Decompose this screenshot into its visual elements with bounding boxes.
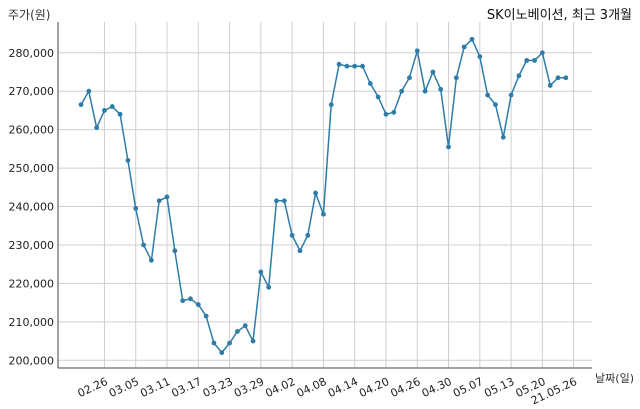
data-point bbox=[148, 257, 154, 263]
y-tick-label: 210,000 bbox=[9, 316, 55, 329]
data-point bbox=[438, 86, 444, 92]
data-point bbox=[321, 211, 326, 217]
data-point bbox=[133, 206, 139, 211]
y-tick-label: 260,000 bbox=[9, 124, 55, 137]
data-point bbox=[352, 63, 358, 69]
y-tick-label: 200,000 bbox=[9, 354, 55, 367]
data-point bbox=[211, 340, 217, 346]
data-point bbox=[172, 248, 178, 254]
data-point bbox=[383, 111, 389, 117]
data-point bbox=[430, 69, 436, 75]
y-tick-label: 240,000 bbox=[9, 201, 55, 214]
y-tick-label: 280,000 bbox=[9, 47, 55, 60]
data-point bbox=[180, 298, 186, 304]
data-point bbox=[250, 338, 256, 344]
x-tick-label: 04.14 bbox=[326, 375, 360, 400]
y-tick-label: 250,000 bbox=[9, 162, 55, 175]
y-tick-label: 230,000 bbox=[9, 239, 55, 252]
x-tick-label: 04.26 bbox=[388, 375, 422, 400]
x-tick-label: 03.17 bbox=[170, 375, 204, 400]
data-point bbox=[195, 302, 201, 307]
data-point bbox=[203, 313, 209, 319]
data-point bbox=[164, 194, 170, 200]
x-tick-label: 02.26 bbox=[76, 375, 110, 400]
data-point bbox=[422, 88, 428, 94]
data-point bbox=[313, 190, 318, 196]
data-point bbox=[344, 63, 350, 69]
data-point bbox=[156, 198, 162, 204]
x-tick-label: 04.20 bbox=[357, 375, 391, 400]
data-point bbox=[446, 144, 451, 150]
data-point bbox=[78, 102, 84, 108]
data-point bbox=[336, 61, 342, 67]
y-tick-label: 270,000 bbox=[9, 85, 55, 98]
data-point bbox=[399, 88, 405, 94]
data-point bbox=[532, 58, 537, 63]
data-point bbox=[485, 92, 491, 98]
x-tick-label: 05.13 bbox=[482, 375, 516, 400]
data-point bbox=[391, 109, 397, 115]
y-axis-title: 주가(원) bbox=[8, 8, 51, 22]
data-point bbox=[461, 44, 467, 50]
data-point bbox=[414, 48, 420, 54]
data-point bbox=[219, 350, 225, 356]
data-point bbox=[242, 323, 248, 329]
data-point bbox=[305, 232, 311, 238]
x-tick-label: 03.23 bbox=[201, 375, 235, 400]
data-point bbox=[555, 75, 561, 81]
data-point bbox=[289, 232, 295, 238]
y-tick-label: 220,000 bbox=[9, 277, 55, 290]
data-point bbox=[453, 75, 459, 81]
data-point bbox=[516, 73, 522, 79]
data-point bbox=[328, 102, 334, 108]
data-point bbox=[188, 296, 193, 302]
data-point bbox=[360, 63, 365, 69]
x-axis-title: 날짜(일) bbox=[595, 372, 634, 385]
x-tick-label: 05.07 bbox=[451, 375, 485, 400]
data-point bbox=[281, 198, 287, 204]
chart-title: SK이노베이션, 최근 3개월 bbox=[486, 8, 632, 23]
data-point bbox=[266, 284, 272, 290]
x-tick-label: 03.05 bbox=[107, 375, 141, 400]
data-point bbox=[493, 102, 498, 108]
data-point bbox=[477, 54, 483, 59]
x-tick-label: 04.30 bbox=[420, 375, 454, 400]
data-point bbox=[563, 75, 569, 81]
data-point bbox=[258, 269, 264, 275]
data-point bbox=[407, 75, 412, 81]
data-point bbox=[367, 81, 373, 86]
data-point bbox=[508, 92, 514, 98]
data-point bbox=[117, 111, 123, 117]
data-point bbox=[524, 58, 530, 63]
data-point bbox=[86, 88, 92, 94]
data-point bbox=[547, 83, 553, 88]
data-point bbox=[375, 94, 381, 100]
x-tick-label: 03.11 bbox=[138, 375, 172, 400]
data-point bbox=[141, 242, 146, 248]
data-point bbox=[102, 108, 107, 113]
data-point bbox=[297, 248, 303, 254]
x-tick-label: 04.02 bbox=[263, 375, 297, 400]
data-point bbox=[539, 50, 545, 56]
data-point bbox=[274, 198, 279, 204]
x-tick-label: 04.08 bbox=[295, 375, 329, 400]
data-point bbox=[109, 104, 115, 109]
data-point bbox=[469, 36, 475, 42]
data-point bbox=[227, 340, 232, 346]
data-point bbox=[125, 158, 131, 163]
data-point bbox=[94, 125, 100, 131]
x-tick-label: 03.29 bbox=[232, 375, 266, 400]
data-point bbox=[500, 134, 506, 140]
data-point bbox=[235, 329, 240, 334]
